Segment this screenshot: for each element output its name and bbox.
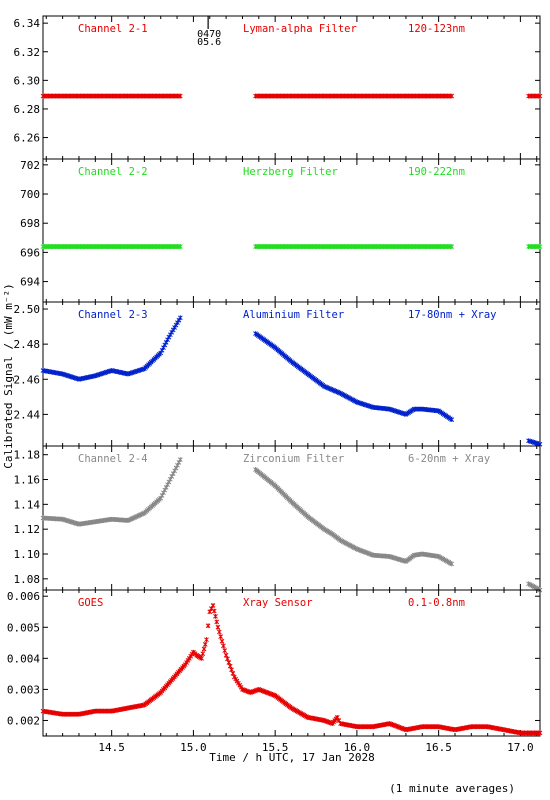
y-tick-label: 1.18 (14, 449, 41, 462)
y-tick-label: 6.30 (14, 74, 41, 87)
y-tick-label: 1.10 (14, 548, 41, 561)
panel-label: Channel 2-3 (78, 309, 148, 321)
data-point (216, 629, 222, 635)
data-point (219, 638, 225, 644)
y-tick-label: 6.28 (14, 103, 41, 116)
y-tick-label: 694 (20, 276, 40, 289)
data-point (177, 315, 183, 321)
panel-label: Channel 2-1 (78, 23, 148, 35)
panel-label: Zirconium Filter (243, 453, 344, 465)
y-tick-label: 0.004 (7, 652, 40, 665)
x-tick-label: 16.0 (344, 741, 371, 754)
data-point (215, 624, 221, 630)
y-tick-label: 2.44 (14, 408, 41, 421)
data-point (537, 730, 543, 736)
panel-label: 190-222nm (408, 166, 465, 178)
y-tick-label: 2.48 (14, 338, 41, 351)
x-tick-label: 14.5 (98, 741, 125, 754)
y-tick-label: 6.34 (14, 17, 41, 30)
panel-label: Lyman-alpha Filter (243, 23, 357, 35)
y-tick-label: 6.26 (14, 132, 41, 145)
panel-label: 120-123nm (408, 23, 465, 35)
y-tick-label: 0.002 (7, 714, 40, 727)
data-point (202, 641, 208, 647)
data-point (449, 417, 455, 423)
x-tick-label: 17.0 (507, 741, 534, 754)
y-tick-label: 696 (20, 246, 40, 259)
data-point (177, 244, 183, 249)
x-axis-title: Time / h UTC, 17 Jan 2028 (209, 751, 375, 764)
panel-label: Channel 2-4 (78, 453, 148, 465)
panel-frame-channel-2-2 (42, 158, 541, 303)
data-point (221, 643, 226, 649)
event-marker-label: 0470 (197, 29, 221, 40)
panel-label: 0.1-0.8nm (408, 597, 465, 609)
y-tick-label: 0.003 (7, 683, 40, 696)
y-axis-title: Calibrated Signal / (mW m⁻²) (2, 283, 15, 468)
data-point (449, 561, 455, 567)
y-tick-label: 1.14 (14, 498, 41, 511)
panel-label: 6-20nm + Xray (408, 453, 490, 465)
data-point (449, 244, 455, 249)
data-point (449, 93, 455, 99)
y-tick-label: 0.005 (7, 621, 40, 634)
data-point (211, 608, 217, 614)
y-tick-label: 700 (20, 188, 40, 201)
x-tick-label: 15.5 (262, 741, 289, 754)
data-point (222, 648, 228, 653)
averaging-note: (1 minute averages) (389, 782, 515, 795)
data-point (200, 651, 206, 657)
panel-label: Channel 2-2 (78, 166, 148, 178)
y-tick-label: 1.08 (14, 573, 41, 586)
panel-frame-channel-2-1 (42, 15, 541, 160)
x-tick-label: 15.0 (180, 741, 207, 754)
data-point (177, 93, 183, 99)
data-point (537, 244, 543, 249)
panel-frame-goes (42, 589, 541, 737)
panel-label: Aluminium Filter (243, 309, 344, 321)
y-tick-label: 1.16 (14, 474, 41, 487)
data-point (214, 619, 220, 625)
y-tick-label: 0.006 (7, 590, 40, 603)
data-point (218, 634, 224, 639)
y-tick-label: 1.12 (14, 523, 41, 536)
event-marker-label: 05.6 (197, 37, 221, 48)
data-point (177, 457, 183, 463)
data-point (210, 603, 216, 608)
x-tick-label: 16.5 (425, 741, 452, 754)
data-point (213, 614, 218, 619)
panel-label: Xray Sensor (243, 597, 313, 609)
data-point (204, 637, 209, 643)
y-tick-label: 2.46 (14, 373, 41, 386)
panel-label: 17-80nm + Xray (408, 309, 497, 321)
panel-label: GOES (78, 597, 103, 609)
data-point (205, 623, 211, 629)
data-point (201, 646, 207, 652)
y-tick-label: 6.32 (14, 46, 41, 59)
y-tick-label: 2.50 (14, 303, 41, 316)
data-point (537, 93, 543, 99)
y-tick-label: 698 (20, 217, 40, 230)
panel-label: Herzberg Filter (243, 166, 338, 178)
y-tick-label: 702 (20, 159, 40, 172)
data-point (199, 655, 204, 661)
